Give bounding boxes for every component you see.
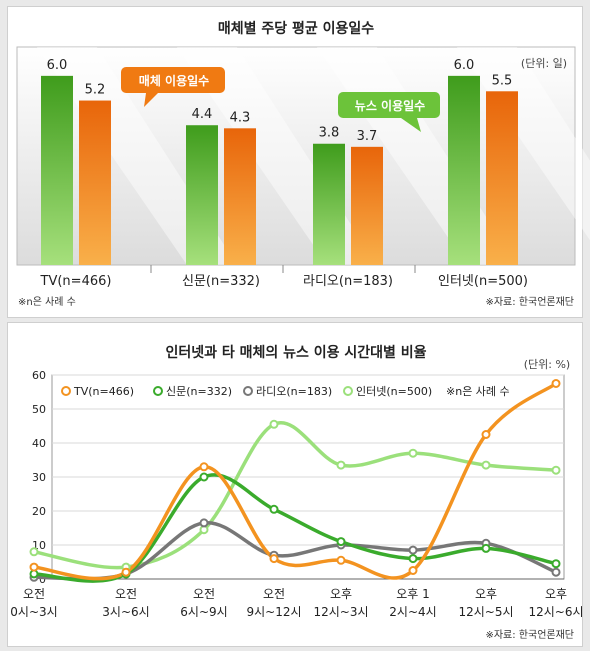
source: ※자료: 한국언론재단 bbox=[485, 296, 574, 308]
legend-label-3: 인터넷(n=500) bbox=[356, 385, 432, 398]
x-label-bottom-1: 3시~6시 bbox=[102, 605, 149, 619]
x-label-top-7: 오후 bbox=[545, 587, 567, 601]
legend-label-0: TV(n=466) bbox=[73, 385, 134, 398]
bar-value-news-3: 6.0 bbox=[454, 58, 475, 73]
point-3-7 bbox=[551, 465, 561, 475]
x-label-bottom-6: 12시~5시 bbox=[458, 605, 513, 619]
note: ※n은 사례 수 bbox=[18, 296, 76, 308]
y-tick-6: 60 bbox=[32, 369, 46, 382]
point-0-0 bbox=[29, 562, 39, 572]
bar-value-media-0: 5.2 bbox=[85, 83, 106, 98]
legend-label-1: 신문(n=332) bbox=[166, 385, 232, 398]
bar-value-news-0: 6.0 bbox=[47, 58, 68, 73]
x-label-top-6: 오후 bbox=[475, 587, 497, 601]
x-label-bottom-0: 0시~3시 bbox=[10, 605, 57, 619]
bar-media-3 bbox=[486, 91, 518, 266]
point-3-0 bbox=[29, 547, 39, 557]
x-label-bottom-4: 12시~3시 bbox=[313, 605, 368, 619]
point-1-3 bbox=[269, 504, 279, 514]
legend-marker-1 bbox=[153, 386, 163, 396]
y-tick-0: 0 bbox=[39, 573, 46, 586]
y-tick-4: 40 bbox=[32, 437, 46, 450]
series-line-0 bbox=[32, 381, 558, 581]
bar-news-3 bbox=[448, 75, 480, 265]
bar-value-media-2: 3.7 bbox=[357, 129, 378, 144]
point-0-1 bbox=[121, 567, 131, 577]
category-label-3: 인터넷(n=500) bbox=[438, 274, 528, 289]
bar-value-news-1: 4.4 bbox=[192, 107, 213, 122]
point-2-7 bbox=[551, 567, 561, 577]
bar-media-2 bbox=[351, 146, 383, 265]
point-3-6 bbox=[481, 460, 491, 470]
chart-title: 인터넷과 타 매체의 뉴스 이용 시간대별 비율 bbox=[165, 344, 426, 361]
point-3-3 bbox=[269, 419, 279, 429]
bar-news-2 bbox=[313, 143, 345, 265]
x-label-top-2: 오전 bbox=[193, 587, 215, 601]
y-tick-5: 50 bbox=[32, 403, 46, 416]
callout-news bbox=[338, 92, 440, 132]
bar-media-0 bbox=[79, 100, 111, 266]
callout-media-label: 매체 이용일수 bbox=[139, 73, 209, 88]
y-tick-2: 20 bbox=[32, 505, 46, 518]
bar-value-media-3: 5.5 bbox=[492, 73, 513, 88]
bar-news-0 bbox=[41, 75, 73, 265]
point-3-5 bbox=[408, 448, 418, 458]
point-0-6 bbox=[481, 430, 491, 439]
x-label-top-3: 오전 bbox=[263, 587, 285, 601]
point-1-7 bbox=[551, 559, 561, 569]
category-label-0: TV(n=466) bbox=[40, 274, 112, 289]
legend-marker-2 bbox=[243, 386, 253, 396]
chart-title: 매체별 주당 평균 이용일수 bbox=[218, 20, 374, 37]
point-0-4 bbox=[336, 555, 346, 565]
point-1-2 bbox=[199, 472, 209, 482]
bar-media-1 bbox=[224, 128, 256, 265]
point-0-2 bbox=[199, 462, 209, 472]
x-label-top-0: 오전 bbox=[23, 587, 45, 601]
note: ※n은 사례 수 bbox=[446, 385, 510, 398]
point-3-4 bbox=[336, 460, 346, 470]
unit-label: (단위: %) bbox=[524, 358, 570, 371]
line-chart: 인터넷과 타 매체의 뉴스 이용 시간대별 비율(단위: %)010203040… bbox=[10, 344, 583, 641]
callout-media bbox=[121, 67, 225, 107]
y-tick-3: 30 bbox=[32, 471, 46, 484]
category-label-1: 신문(n=332) bbox=[182, 274, 260, 289]
point-2-5 bbox=[408, 545, 418, 555]
bar-news-1 bbox=[186, 125, 218, 265]
bar-chart: 매체별 주당 평균 이용일수 (단위: 일) 6.0 5.2 TV(n=466) 4.4 4… bbox=[16, 20, 590, 308]
point-0-7 bbox=[551, 379, 561, 388]
source: ※자료: 한국언론재단 bbox=[485, 629, 574, 641]
bar-value-news-2: 3.8 bbox=[319, 126, 340, 141]
point-1-4 bbox=[336, 537, 346, 547]
point-2-2 bbox=[199, 518, 209, 528]
x-label-top-1: 오전 bbox=[115, 587, 137, 601]
x-label-bottom-5: 2시~4시 bbox=[389, 605, 436, 619]
x-label-bottom-3: 9시~12시 bbox=[246, 605, 301, 619]
legend-marker-3 bbox=[343, 386, 353, 396]
legend-label-2: 라디오(n=183) bbox=[256, 385, 332, 398]
category-label-2: 라디오(n=183) bbox=[303, 274, 393, 289]
bar-chart-panel: 매체별 주당 평균 이용일수 (단위: 일) 6.0 5.2 TV(n=466) 4.4 4… bbox=[7, 6, 590, 318]
line-chart-panel: 인터넷과 타 매체의 뉴스 이용 시간대별 비율 (단위: %) 0 10 20 30 40… bbox=[7, 322, 584, 647]
point-0-3 bbox=[269, 554, 279, 564]
bar-value-media-1: 4.3 bbox=[230, 110, 251, 125]
unit-label: (단위: 일) bbox=[521, 56, 567, 70]
x-label-top-5: 오후 1 bbox=[396, 587, 430, 601]
legend-marker-0 bbox=[61, 386, 71, 396]
callout-news-label: 뉴스 이용일수 bbox=[355, 98, 425, 113]
x-label-bottom-7: 12시~6시 bbox=[528, 605, 583, 619]
point-1-5 bbox=[408, 554, 418, 564]
x-label-top-4: 오후 bbox=[330, 587, 352, 601]
x-label-bottom-2: 6시~9시 bbox=[180, 605, 227, 619]
point-0-5 bbox=[408, 566, 418, 575]
point-1-6 bbox=[481, 543, 491, 553]
